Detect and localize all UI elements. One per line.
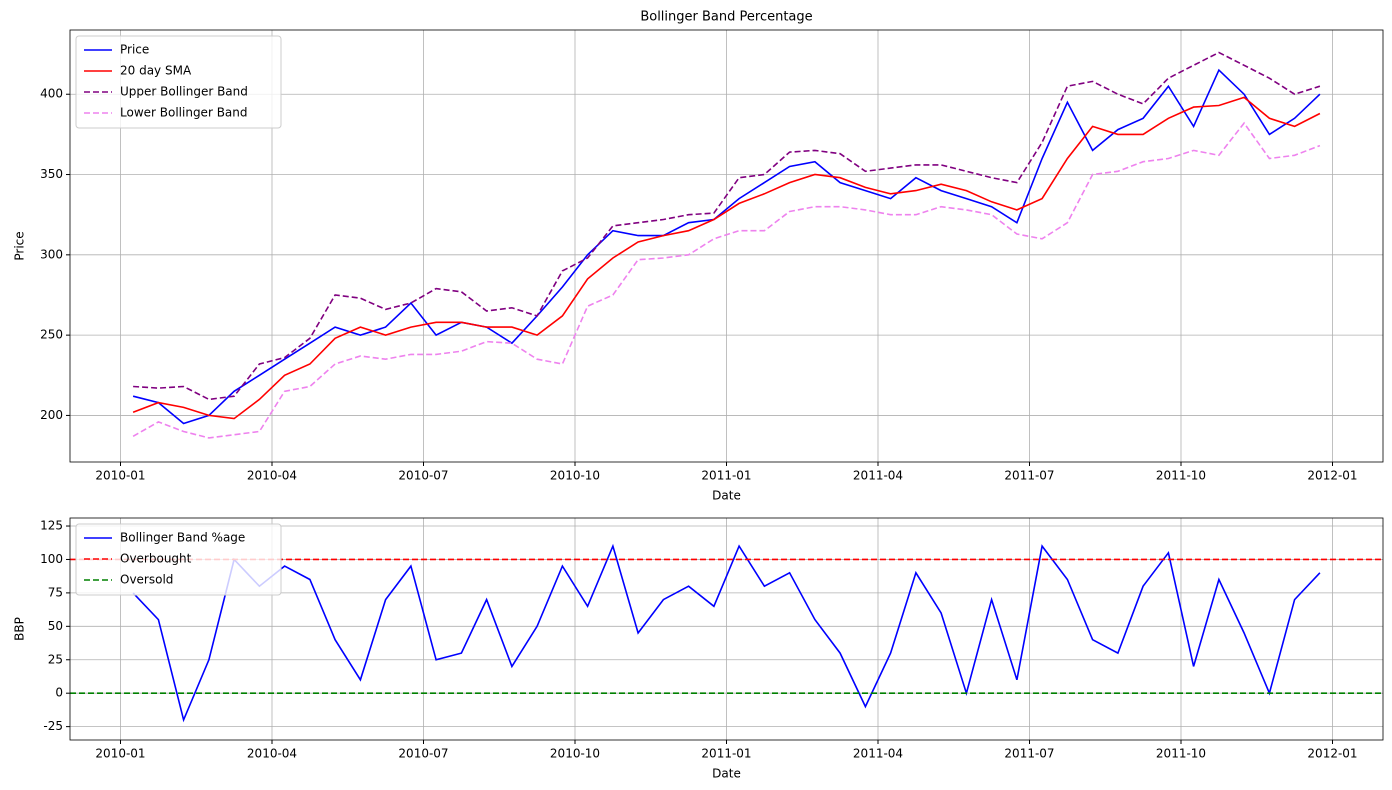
plot-frame [69, 517, 1384, 741]
x-tick-label: 2010-01 [95, 747, 145, 761]
legend-box [75, 523, 282, 596]
series-line [132, 68, 1321, 425]
legend-box [75, 35, 282, 129]
y-tick-label: 200 [40, 408, 63, 422]
x-tick-label: 2011-01 [701, 747, 751, 761]
legend-label: Overbought [120, 552, 192, 566]
y-tick-label: 350 [40, 167, 63, 181]
y-tick-label: 400 [40, 87, 63, 101]
x-tick-label: 2010-04 [247, 469, 297, 483]
x-tick-label: 2012-01 [1307, 469, 1357, 483]
x-tick-label: 2011-04 [853, 469, 903, 483]
y-tick-label: 300 [40, 247, 63, 261]
series-line [132, 121, 1321, 439]
x-tick-label: 2010-01 [95, 469, 145, 483]
y-axis-label: Price [13, 231, 27, 260]
x-tick-label: 2010-07 [398, 747, 448, 761]
x-tick-label: 2011-10 [1156, 747, 1206, 761]
x-axis-label: Date [712, 489, 741, 503]
y-tick-label: 0 [55, 686, 63, 700]
x-tick-label: 2010-10 [550, 747, 600, 761]
y-tick-label: -25 [43, 719, 63, 733]
legend-label: Price [120, 43, 149, 57]
series-line [132, 96, 1321, 420]
series-line [132, 543, 1321, 723]
y-tick-label: 75 [48, 585, 63, 599]
legend-label: Upper Bollinger Band [120, 85, 248, 99]
x-tick-label: 2011-04 [853, 747, 903, 761]
x-tick-label: 2010-04 [247, 747, 297, 761]
y-tick-label: 50 [48, 619, 63, 633]
x-tick-label: 2012-01 [1307, 747, 1357, 761]
legend-label: Bollinger Band %age [120, 531, 245, 545]
x-tick-label: 2011-07 [1004, 469, 1054, 483]
x-axis-label: Date [712, 767, 741, 781]
plot-frame [69, 29, 1384, 463]
legend-label: Lower Bollinger Band [120, 106, 248, 120]
x-tick-label: 2011-07 [1004, 747, 1054, 761]
x-tick-label: 2011-10 [1156, 469, 1206, 483]
x-tick-label: 2010-07 [398, 469, 448, 483]
y-tick-label: 100 [40, 552, 63, 566]
y-tick-label: 25 [48, 652, 63, 666]
x-tick-label: 2011-01 [701, 469, 751, 483]
y-axis-label: BBP [13, 617, 27, 641]
chart-title: Bollinger Band Percentage [640, 10, 812, 25]
series-line [133, 51, 1321, 401]
y-tick-label: 125 [40, 519, 63, 533]
x-tick-label: 2010-10 [550, 469, 600, 483]
legend-label: 20 day SMA [120, 64, 192, 78]
y-tick-label: 250 [40, 328, 63, 342]
legend-label: Oversold [120, 573, 173, 587]
